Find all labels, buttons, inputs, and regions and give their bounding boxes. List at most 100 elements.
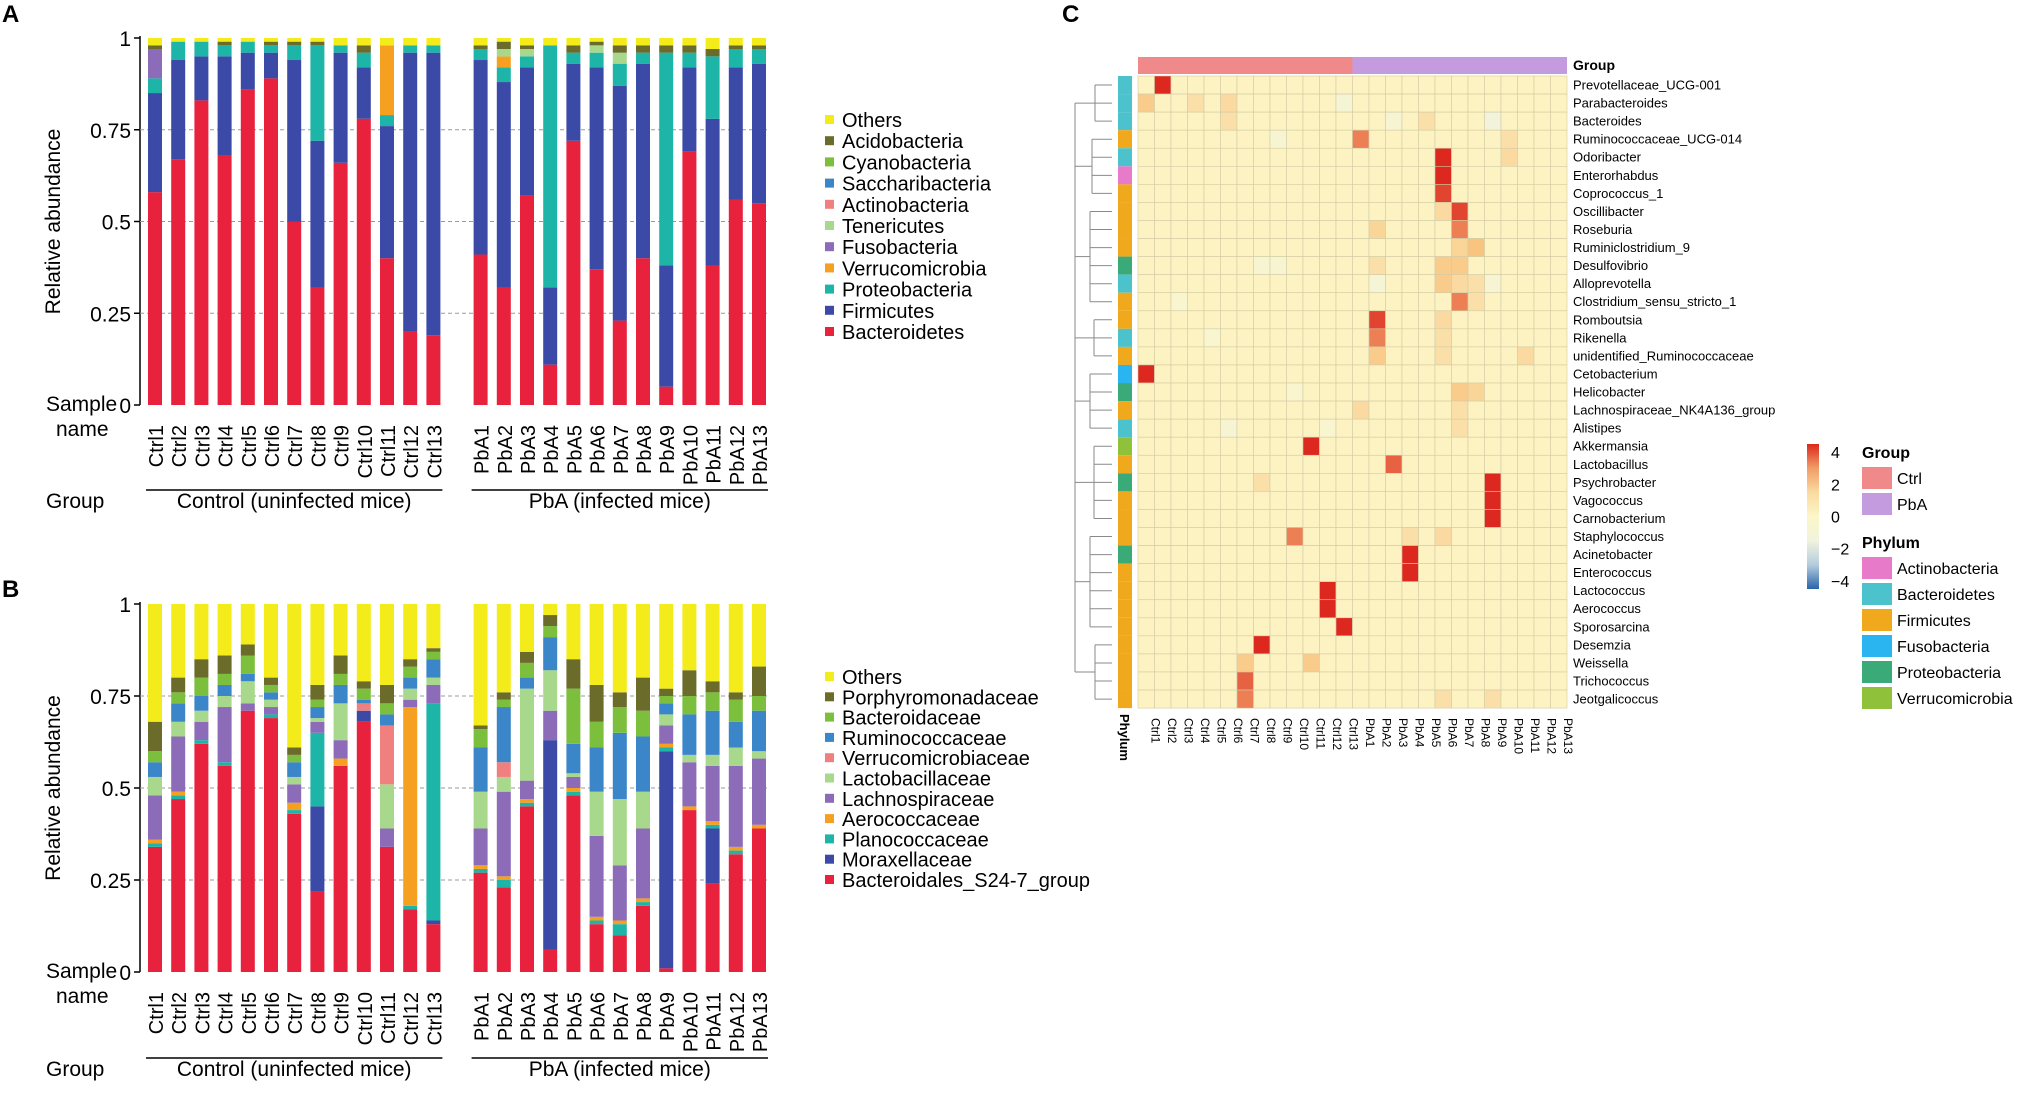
b-sample-label: Ctrl12	[401, 992, 423, 1045]
c-heat-cell	[1187, 364, 1205, 384]
c-heat-cell	[1434, 129, 1452, 149]
c-heat-cell	[1302, 545, 1320, 564]
c-phylum-track-cell	[1118, 256, 1132, 275]
c-heat-cell	[1170, 147, 1188, 167]
c-heat-cell	[1154, 256, 1172, 275]
c-heat-cell	[1170, 328, 1188, 348]
c-heat-cell	[1434, 599, 1452, 619]
c-heat-cell	[1269, 256, 1287, 275]
c-group-track-cell	[1204, 57, 1221, 74]
c-col-label: PbA8	[1478, 718, 1492, 748]
c-heat-cell	[1187, 129, 1205, 149]
c-heat-cell	[1170, 635, 1188, 655]
b-y-tick-label: 1	[119, 594, 131, 617]
c-heat-cell	[1484, 509, 1502, 528]
c-col-label: PbA5	[1429, 718, 1443, 748]
c-group-track-cell	[1402, 57, 1419, 74]
c-group-track-cell	[1187, 57, 1204, 74]
c-heat-cell	[1187, 436, 1205, 456]
c-heat-cell	[1434, 491, 1452, 510]
a-legend-label: Acidobacteria	[842, 131, 964, 153]
c-heat-cell	[1203, 473, 1221, 492]
c-heat-cell	[1269, 220, 1287, 239]
c-heat-cell	[1220, 671, 1238, 691]
c-heat-cell	[1236, 491, 1254, 510]
c-heat-cell	[1236, 689, 1254, 709]
c-heat-cell	[1170, 238, 1188, 257]
c-heat-cell	[1154, 220, 1172, 239]
c-heat-cell	[1319, 93, 1337, 113]
b-bar-Ctrl6-Ruminococcaceae	[264, 692, 278, 700]
c-heat-cell	[1385, 563, 1403, 582]
b-bar-PbA6-Others	[589, 604, 604, 685]
c-heat-cell	[1434, 184, 1452, 203]
c-heat-cell	[1368, 689, 1386, 709]
c-heat-cell	[1335, 256, 1353, 275]
c-heat-cell	[1220, 111, 1238, 131]
a-bar-Ctrl13-Proteobacteria	[426, 45, 441, 53]
c-heat-cell	[1451, 220, 1469, 239]
a-bar-PbA9-Firmicutes	[659, 265, 674, 387]
b-bar-PbA1-Others	[473, 604, 488, 726]
panel-c: GroupPrevotellaceae_UCG-001Parabacteroid…	[1074, 57, 2013, 761]
c-heat-cell	[1187, 617, 1205, 637]
a-bar-PbA13-Proteobacteria	[752, 49, 766, 64]
c-row-label: Desemzia	[1573, 637, 1632, 652]
c-heat-cell	[1170, 184, 1188, 203]
a-bar-Ctrl3-Bacteroidetes	[194, 100, 209, 405]
c-phylum-legend-label: Firmicutes	[1897, 613, 1971, 630]
c-heat-cell	[1484, 653, 1502, 673]
c-phylum-track-cell	[1118, 292, 1132, 311]
c-heat-cell	[1451, 418, 1469, 438]
b-bar-PbA8-Bacteroidaceae	[636, 710, 650, 737]
c-heat-cell	[1401, 184, 1419, 203]
c-heat-cell	[1187, 75, 1205, 95]
c-heat-cell	[1550, 418, 1568, 438]
c-heat-cell	[1517, 563, 1535, 582]
c-heat-cell	[1500, 581, 1518, 601]
c-col-label: PbA3	[1396, 718, 1410, 748]
b-bar-PbA13-Others	[752, 604, 766, 667]
b-bar-Ctrl10-Moraxellaceae	[356, 710, 371, 722]
c-heat-cell	[1203, 635, 1221, 655]
c-heat-cell	[1484, 599, 1502, 619]
c-heat-cell	[1220, 545, 1238, 564]
a-bar-Ctrl8-Bacteroidetes	[310, 287, 325, 405]
c-heat-cell	[1451, 147, 1469, 167]
c-heat-cell	[1253, 653, 1271, 673]
c-row-label: Desulfovibrio	[1573, 258, 1648, 273]
c-heat-cell	[1170, 671, 1188, 691]
c-heat-cell	[1517, 653, 1535, 673]
c-heat-cell	[1335, 689, 1353, 709]
c-heat-cell	[1517, 509, 1535, 528]
b-bar-PbA11-Moraxellaceae	[705, 828, 720, 884]
c-heat-cell	[1467, 328, 1485, 348]
a-sample-label: Ctrl10	[355, 425, 377, 478]
c-heat-cell	[1352, 545, 1370, 564]
a-bar-Ctrl2-Others	[171, 38, 186, 42]
c-heat-cell	[1220, 364, 1238, 384]
a-bar-PbA11-Firmicutes	[705, 118, 720, 266]
c-heat-cell	[1269, 689, 1287, 709]
b-bar-PbA10-Ruminococcaceae	[682, 714, 697, 755]
c-heat-cell	[1385, 75, 1403, 95]
c-heat-cell	[1302, 473, 1320, 492]
c-heat-cell	[1319, 166, 1337, 185]
a-bar-PbA9-Bacteroidetes	[659, 386, 674, 405]
c-heat-cell	[1368, 491, 1386, 510]
c-heat-cell	[1187, 220, 1205, 239]
c-heat-cell	[1319, 563, 1337, 582]
b-legend-label: Moraxellaceae	[842, 850, 972, 872]
c-phylum-track-cell	[1118, 635, 1132, 654]
b-bar-PbA3-Bacteroidales_S24-7_group	[520, 806, 534, 972]
b-sample-label: PbA1	[472, 992, 494, 1041]
b-sample-label: PbA3	[518, 992, 540, 1041]
b-legend-label: Lachnospiraceae	[842, 789, 994, 811]
c-heat-cell	[1203, 202, 1221, 221]
b-bar-Ctrl5-Bacteroidales_S24-7_group	[240, 710, 255, 972]
c-heat-cell	[1385, 599, 1403, 619]
c-heat-cell	[1418, 202, 1436, 221]
a-bar-PbA11-Acidobacteria	[705, 49, 720, 57]
a-legend-label: Others	[842, 110, 902, 132]
c-phylum-track-cell	[1118, 509, 1132, 528]
